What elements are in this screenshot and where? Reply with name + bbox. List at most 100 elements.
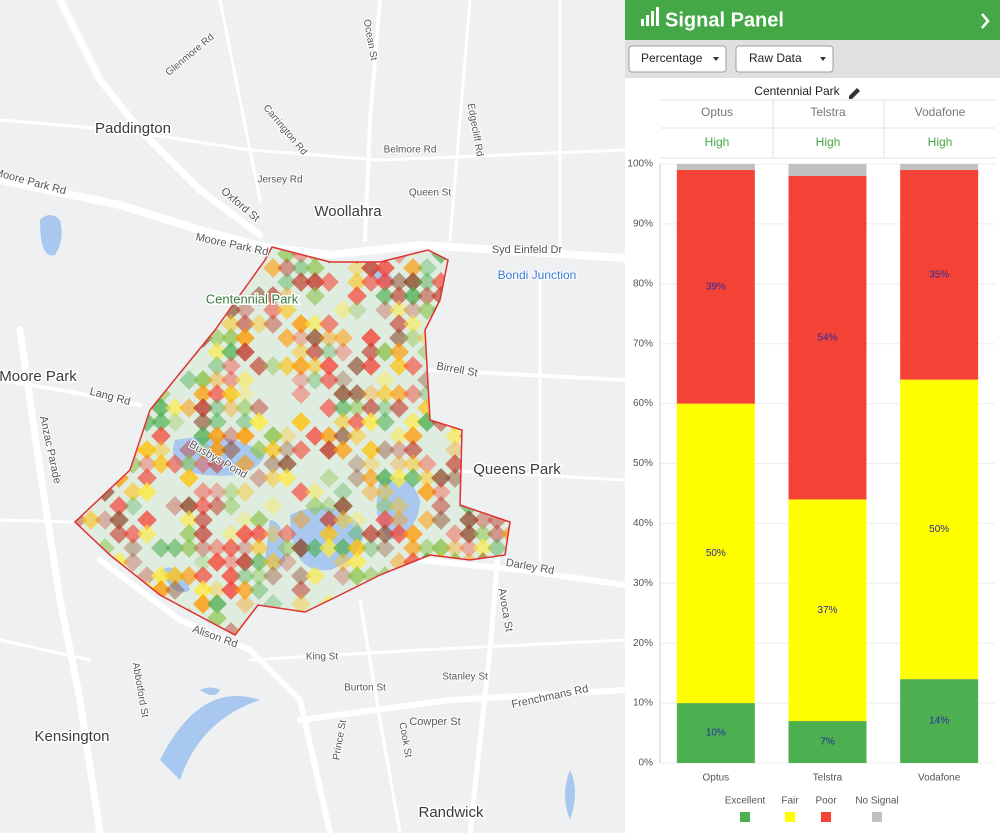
table-cell: High [705, 135, 730, 149]
heat-cell [179, 468, 199, 488]
signal-icon [641, 7, 659, 26]
heat-cell [263, 286, 283, 306]
heat-cell [375, 342, 395, 362]
heat-cell [333, 342, 353, 362]
heat-cell [417, 286, 437, 306]
heat-cell [333, 328, 353, 348]
y-tick-label: 80% [633, 278, 653, 289]
panel-header [625, 0, 1000, 40]
heat-cell [431, 482, 451, 502]
y-tick-label: 100% [627, 159, 653, 170]
heat-cell [207, 398, 227, 418]
heat-cell [193, 440, 213, 460]
heat-cell [333, 552, 353, 572]
roads [0, 0, 625, 833]
unit-select[interactable]: Percentage [628, 45, 727, 73]
legend-swatch [740, 812, 750, 822]
heat-cell [221, 496, 241, 516]
heat-cell [165, 412, 185, 432]
heat-cell [347, 258, 367, 278]
heat-cell [263, 552, 283, 572]
heat-cell [179, 454, 199, 474]
heat-cell [375, 398, 395, 418]
place-label: Randwick [418, 804, 484, 821]
heat-cell [319, 370, 339, 390]
heat-cell [319, 328, 339, 348]
table-header: Telstra [810, 105, 846, 119]
heat-cell [249, 314, 269, 334]
heat-cell [319, 524, 339, 544]
heat-cell [403, 328, 423, 348]
water [565, 770, 575, 820]
heat-cell [403, 384, 423, 404]
heat-cell [193, 496, 213, 516]
heat-cell [263, 496, 283, 516]
heat-cell [403, 286, 423, 306]
heat-cell [431, 510, 451, 530]
data-select-text: Raw Data [749, 51, 802, 65]
heat-cell [347, 566, 367, 586]
heat-cell [403, 426, 423, 446]
heat-cell [319, 342, 339, 362]
heat-cell [207, 440, 227, 460]
heat-cell [389, 342, 409, 362]
heat-cell [207, 426, 227, 446]
heat-cell [193, 454, 213, 474]
unit-select-text: Percentage [641, 51, 703, 65]
street-label: Syd Einfeld Dr [492, 244, 563, 256]
heat-cell [375, 412, 395, 432]
heat-cell [263, 300, 283, 320]
heat-cell [375, 384, 395, 404]
heat-cell [403, 440, 423, 460]
heat-cell [151, 440, 171, 460]
heat-cell [347, 272, 367, 292]
legend-label: Excellent [725, 796, 766, 807]
heat-cell [431, 538, 451, 558]
heat-cell [333, 482, 353, 502]
heat-cell [487, 524, 507, 544]
heat-cell [277, 356, 297, 376]
heat-cell [459, 538, 479, 558]
heat-cell [319, 314, 339, 334]
street-label: King St [306, 652, 338, 663]
heat-cell [291, 412, 311, 432]
heat-cell [221, 314, 241, 334]
heat-cell [249, 468, 269, 488]
heat-cell [249, 412, 269, 432]
heat-cell [263, 454, 283, 474]
panel-title: Signal Panel [665, 9, 784, 31]
heat-cell [291, 580, 311, 600]
heat-cell [361, 342, 381, 362]
heat-cell [235, 384, 255, 404]
value-label: 39% [706, 281, 726, 292]
heat-cell [291, 342, 311, 362]
place-label: Woollahra [314, 203, 382, 220]
map[interactable]: Paddington Woollahra Centennial Park Moore … [0, 0, 625, 833]
heat-cell [333, 566, 353, 586]
heat-cell [389, 440, 409, 460]
heat-cell [305, 258, 325, 278]
heat-cell [319, 398, 339, 418]
heat-cell [347, 356, 367, 376]
heat-cell [347, 538, 367, 558]
heat-cell [347, 398, 367, 418]
legend-swatch [872, 812, 882, 822]
edit-area[interactable] [849, 88, 860, 99]
legend-label: No Signal [855, 796, 898, 807]
heat-cell [235, 300, 255, 320]
heat-cell [277, 454, 297, 474]
heat-cell [235, 370, 255, 390]
heat-cell [319, 468, 339, 488]
data-select[interactable]: Raw Data [735, 45, 834, 73]
x-tick-label: Vodafone [918, 773, 961, 784]
y-tick-label: 50% [633, 458, 653, 469]
signal-chart: 0% 10% 20% 30% 40% 50% 60% 70% 80% 90% 100% 10% 50% 3… [627, 159, 995, 822]
heat-cell [389, 496, 409, 516]
collapse-button[interactable] [981, 13, 990, 29]
street-label: Stanley St [442, 672, 488, 683]
heat-cell [305, 496, 325, 516]
heat-cell [235, 454, 255, 474]
x-tick-label: Optus [702, 773, 729, 784]
heat-cell [207, 342, 227, 362]
heat-cell [193, 398, 213, 418]
